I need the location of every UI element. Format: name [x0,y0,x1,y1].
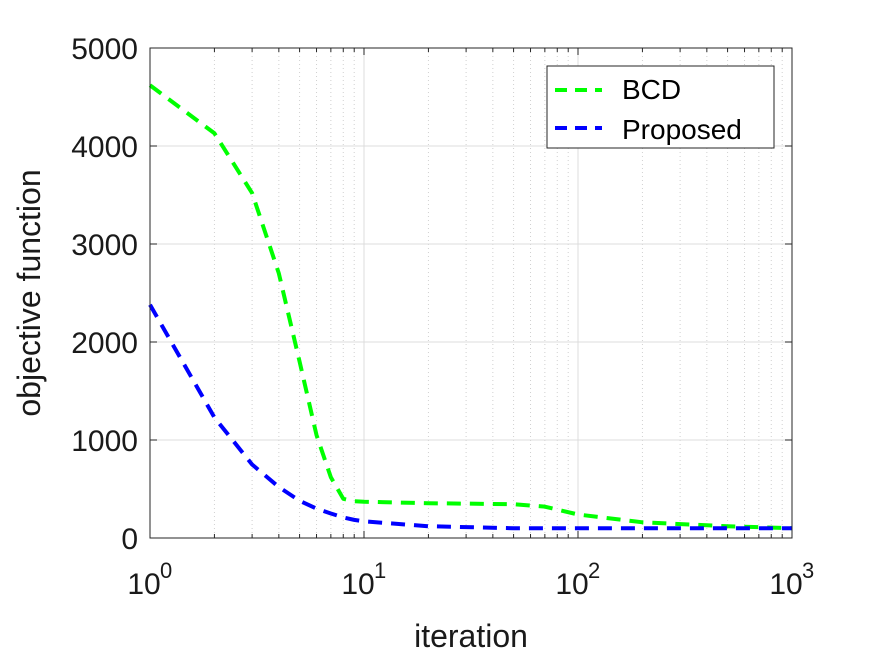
axis-ticks [149,47,793,539]
series-line-proposed [148,303,792,531]
series-layer [148,83,793,531]
y-tick-label: 0 [121,523,138,556]
plot-frame [149,47,793,539]
x-tick-label-base: 10 [769,568,802,601]
x-tick-label-exponent: 2 [588,558,600,583]
x-tick-label-base: 10 [341,568,374,601]
x-tick-label: 10 2 [555,558,600,601]
legend-box [546,65,775,149]
x-axis-tick-labels: 10 0 10 1 10 2 10 3 [127,558,814,601]
x-tick-label: 10 3 [769,558,814,601]
y-axis-title: objective function [11,169,47,416]
x-tick-label: 10 0 [127,558,172,601]
x-tick-label: 10 1 [341,558,386,601]
x-tick-label-base: 10 [127,568,160,601]
y-tick-label: 3000 [71,229,138,262]
y-tick-label: 1000 [71,425,138,458]
y-axis-tick-labels: 0 1000 2000 3000 4000 5000 [71,33,138,556]
series-line-bcd [148,83,793,531]
y-tick-label: 5000 [71,33,138,66]
x-tick-label-base: 10 [555,568,588,601]
x-tick-label-exponent: 3 [802,558,814,583]
y-tick-label: 2000 [71,327,138,360]
x-tick-label-exponent: 1 [374,558,386,583]
x-axis-title: iteration [414,618,528,654]
legend: BCD Proposed [546,65,775,149]
x-tick-label-exponent: 0 [160,558,172,583]
y-tick-label: 4000 [71,131,138,164]
minor-grid [213,48,783,538]
legend-label-bcd: BCD [622,74,681,105]
legend-label-proposed: Proposed [622,114,742,145]
